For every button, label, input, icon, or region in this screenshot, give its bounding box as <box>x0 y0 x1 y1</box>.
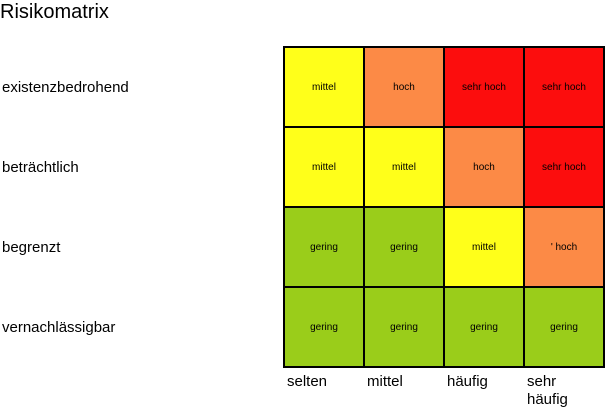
row-label-begrenzt: begrenzt <box>2 239 61 256</box>
risk-matrix-grid: mittel hoch sehr hoch sehr hoch mittel m… <box>283 46 605 368</box>
matrix-cell: gering <box>285 208 363 286</box>
row-label-existenzbedrohend: existenzbedrohend <box>2 79 129 96</box>
matrix-cell: sehr hoch <box>525 128 603 206</box>
matrix-cell: gering <box>445 288 523 366</box>
col-label-mittel: mittel <box>367 373 403 390</box>
matrix-cell: gering <box>365 288 443 366</box>
row-label-betraechtlich: beträchtlich <box>2 159 79 176</box>
matrix-cell: gering <box>365 208 443 286</box>
matrix-cell: hoch <box>445 128 523 206</box>
diagram-title: Risikomatrix <box>0 1 109 23</box>
matrix-cell: mittel <box>285 128 363 206</box>
row-label-vernachlaessigbar: vernachlässigbar <box>2 319 116 336</box>
matrix-cell: gering <box>285 288 363 366</box>
matrix-cell: hoch <box>365 48 443 126</box>
matrix-cell: gering <box>525 288 603 366</box>
matrix-cell: mittel <box>445 208 523 286</box>
col-label-sehr-haeufig: sehr häufig <box>527 373 568 408</box>
matrix-cell: ' hoch <box>525 208 603 286</box>
matrix-cell: mittel <box>365 128 443 206</box>
matrix-cell: sehr hoch <box>525 48 603 126</box>
col-label-haeufig: häufig <box>447 373 488 390</box>
matrix-cell: mittel <box>285 48 363 126</box>
matrix-cell: sehr hoch <box>445 48 523 126</box>
col-label-selten: selten <box>287 373 328 390</box>
